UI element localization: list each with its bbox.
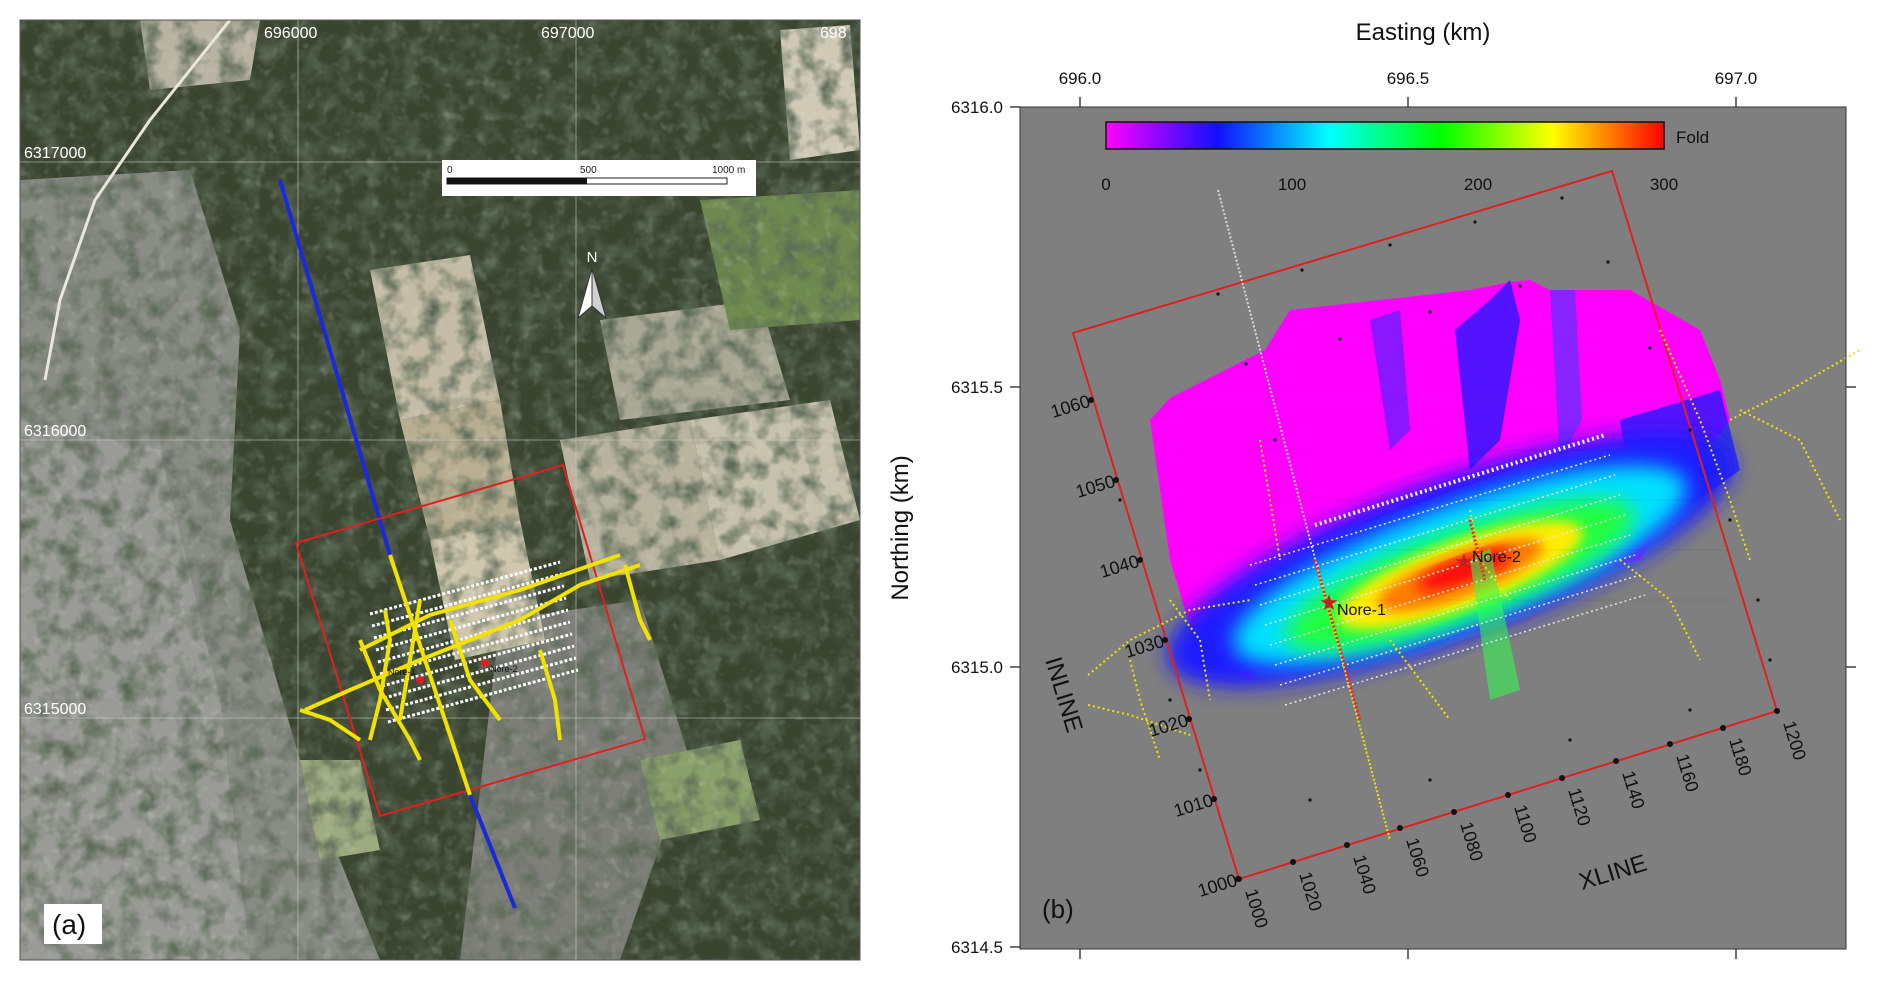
fold-map-svg: Easting (km) Northing (km) (887, 19, 1861, 959)
road (43, 20, 232, 381)
y-tick-6316-0: 6316.0 (951, 98, 1003, 117)
northing-label-2: 6315000 (24, 701, 86, 718)
satellite-map-svg: 696000 697000 698 6317000 6316000 631500… (19, 19, 861, 961)
survey-frame (294, 463, 647, 818)
colorbar: Fold 0 100 200 300 (1101, 121, 1709, 194)
station-dots (1118, 196, 1772, 802)
colorbar-tick-100: 100 (1278, 175, 1306, 194)
northing-label-0: 6317000 (24, 145, 86, 162)
panel-a-label: (a) (52, 909, 86, 940)
y-axis-title: Northing (km) (887, 455, 914, 600)
y-tick-6315-0: 6315.0 (951, 658, 1003, 677)
blue-survey-line (278, 179, 517, 909)
colorbar-tick-0: 0 (1101, 175, 1110, 194)
well-markers: Nore-1 Nore-2 (388, 659, 518, 684)
survey-lines (1087, 189, 1861, 841)
easting-label-0: 696000 (264, 25, 317, 42)
north-arrow-icon: N (577, 249, 607, 320)
panel-b-label: (b) (1042, 894, 1074, 924)
easting-label-1: 697000 (541, 25, 594, 42)
wells: ★ Nore-1 ★ Nore-2 (1319, 549, 1521, 619)
panel-b-fold-map: Easting (km) Northing (km) (870, 0, 1892, 980)
receiver-lines (299, 553, 652, 796)
well-label-nore-2: Nore-2 (1472, 549, 1521, 566)
x-axis-title: Easting (km) (1356, 19, 1491, 46)
colorbar-title: Fold (1676, 128, 1709, 147)
north-label: N (587, 249, 598, 266)
northing-label-1: 6316000 (24, 423, 86, 440)
well-star-icon: ★ (1319, 590, 1339, 615)
x-tick-697-0: 697.0 (1715, 69, 1758, 88)
y-tick-6314-5: 6314.5 (951, 938, 1003, 957)
axis-ticks (1010, 97, 1856, 959)
fold-heatmap (1150, 280, 1740, 700)
well-star-icon: ★ (1454, 549, 1474, 574)
x-tick-696-5: 696.5 (1387, 69, 1430, 88)
panel-a-satellite-map: 696000 697000 698 6317000 6316000 631500… (0, 0, 870, 980)
well-label-nore-1: Nore-1 (388, 667, 416, 677)
well-label-nore-2: Nore-2 (490, 664, 518, 674)
scale-tick-500: 500 (580, 165, 597, 176)
colorbar-tick-300: 300 (1650, 175, 1678, 194)
y-tick-6315-5: 6315.5 (951, 378, 1003, 397)
scale-tick-1000: 1000 m (712, 165, 745, 176)
easting-label-2: 698 (820, 25, 847, 42)
colorbar-gradient (1105, 121, 1665, 150)
x-tick-696-0: 696.0 (1059, 69, 1102, 88)
scale-tick-0: 0 (447, 165, 453, 176)
colorbar-tick-200: 200 (1464, 175, 1492, 194)
well-label-nore-1: Nore-1 (1337, 602, 1386, 619)
scale-bar: 0 500 1000 m (442, 160, 756, 196)
